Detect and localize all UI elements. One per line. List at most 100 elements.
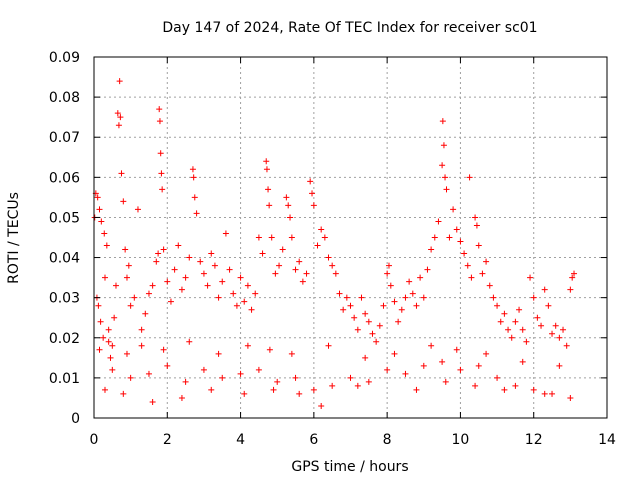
data-point <box>96 346 103 353</box>
data-point <box>138 326 145 333</box>
data-point <box>519 358 526 365</box>
data-point <box>443 186 450 193</box>
data-point <box>494 374 501 381</box>
x-tick-label: 12 <box>525 432 543 448</box>
data-point <box>186 338 193 345</box>
data-point <box>395 318 402 325</box>
y-tick-label: 0.01 <box>49 371 80 387</box>
data-point <box>571 270 578 277</box>
tick-labels: 0 2 4 6 8 10 12 14 0 0.01 0.02 0.03 0.04 0.05 0.06 0.07… <box>49 50 616 448</box>
data-point <box>274 378 281 385</box>
data-point <box>226 266 233 273</box>
data-point <box>156 106 163 113</box>
data-point <box>276 262 283 269</box>
y-tick-label: 0.05 <box>49 210 80 226</box>
data-point <box>204 282 211 289</box>
data-point <box>398 306 405 313</box>
data-point <box>569 274 576 281</box>
data-point <box>413 302 420 309</box>
data-point <box>556 362 563 369</box>
data-point <box>332 270 339 277</box>
data-point <box>208 250 215 257</box>
data-point <box>483 350 490 357</box>
data-point <box>442 378 449 385</box>
data-point <box>296 390 303 397</box>
data-point <box>178 286 185 293</box>
data-point <box>160 246 167 253</box>
data-points <box>91 78 578 409</box>
data-point <box>475 362 482 369</box>
data-point <box>142 310 149 317</box>
data-point <box>197 258 204 265</box>
data-point <box>237 274 244 281</box>
data-point <box>292 374 299 381</box>
y-tick-label: 0.04 <box>49 251 80 267</box>
data-point <box>358 294 365 301</box>
data-point <box>545 302 552 309</box>
data-point <box>376 322 383 329</box>
data-point <box>244 342 251 349</box>
grid-lines <box>94 57 607 418</box>
data-point <box>118 170 125 177</box>
data-point <box>523 338 530 345</box>
data-point <box>439 162 446 169</box>
data-point <box>402 294 409 301</box>
data-point <box>501 386 508 393</box>
data-point <box>351 314 358 321</box>
data-point <box>373 338 380 345</box>
data-point <box>329 382 336 389</box>
data-point <box>186 254 193 261</box>
data-point <box>158 170 165 177</box>
data-point <box>157 150 164 157</box>
data-point <box>279 246 286 253</box>
y-axis-label: ROTI / TECUs <box>6 192 22 284</box>
data-point <box>442 174 449 181</box>
data-point <box>171 266 178 273</box>
data-point <box>314 242 321 249</box>
data-point <box>164 278 171 285</box>
data-point <box>483 258 490 265</box>
data-point <box>409 290 416 297</box>
data-point <box>288 234 295 241</box>
data-point <box>439 118 446 125</box>
plot-frame <box>93 56 608 419</box>
data-point <box>97 318 104 325</box>
x-tick-label: 8 <box>383 432 392 448</box>
data-point <box>424 266 431 273</box>
data-point <box>105 338 112 345</box>
data-point <box>343 294 350 301</box>
axis-ticks <box>93 56 608 419</box>
data-point <box>178 394 185 401</box>
data-point <box>486 282 493 289</box>
data-point <box>160 346 167 353</box>
data-point <box>266 202 273 209</box>
data-point <box>497 318 504 325</box>
y-tick-label: 0.03 <box>49 291 80 307</box>
data-point <box>457 366 464 373</box>
data-point <box>387 282 394 289</box>
data-point <box>159 186 166 193</box>
data-point <box>406 278 413 285</box>
data-point <box>466 174 473 181</box>
data-point <box>329 262 336 269</box>
data-point <box>283 194 290 201</box>
data-point <box>552 322 559 329</box>
data-point <box>461 250 468 257</box>
data-point <box>384 366 391 373</box>
data-point <box>549 330 556 337</box>
data-point <box>114 110 121 117</box>
data-point <box>101 274 108 281</box>
y-tick-label: 0.09 <box>49 50 80 66</box>
data-point <box>310 202 317 209</box>
data-point <box>230 290 237 297</box>
data-point <box>560 326 567 333</box>
data-point <box>233 302 240 309</box>
data-point <box>563 342 570 349</box>
data-point <box>164 362 171 369</box>
data-point <box>107 354 114 361</box>
data-point <box>288 350 295 357</box>
x-tick-label: 6 <box>309 432 318 448</box>
data-point <box>156 118 163 125</box>
data-point <box>299 278 306 285</box>
data-point <box>439 358 446 365</box>
